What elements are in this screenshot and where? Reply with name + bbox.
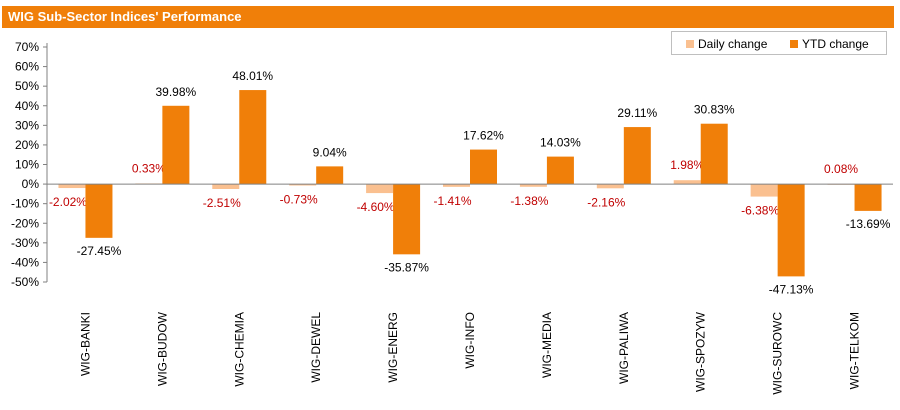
ytd-change-label: -47.13% bbox=[769, 282, 814, 296]
category-label: WIG-ENERG bbox=[386, 312, 400, 383]
y-tick-label: -30% bbox=[11, 236, 39, 250]
y-tick-label: 10% bbox=[15, 158, 39, 172]
ytd-change-bar bbox=[393, 184, 421, 255]
y-tick-label: -50% bbox=[11, 275, 39, 289]
category-label: WIG-MEDIA bbox=[540, 312, 554, 378]
daily-change-label: 0.08% bbox=[824, 162, 858, 176]
category-label: WIG-PALIWA bbox=[617, 312, 631, 384]
ytd-change-label: 48.01% bbox=[232, 69, 273, 83]
daily-change-bar bbox=[443, 184, 470, 187]
daily-change-bar bbox=[212, 184, 240, 189]
ytd-change-label: 29.11% bbox=[617, 106, 657, 120]
category-label: WIG-BANKI bbox=[78, 312, 92, 376]
y-tick-label: 30% bbox=[15, 118, 39, 132]
y-tick-label: 50% bbox=[15, 79, 39, 93]
legend-label-daily: Daily change bbox=[698, 37, 768, 51]
category-label: WIG-INFO bbox=[463, 312, 477, 369]
category-label: WIG-CHEMIA bbox=[232, 312, 246, 387]
category-label: WIG-BUDOW bbox=[155, 311, 169, 386]
category-label: WIG-SPOZYW bbox=[694, 311, 708, 392]
chart-legend: Daily change YTD change bbox=[671, 31, 887, 55]
daily-change-label: -6.38% bbox=[741, 204, 779, 218]
ytd-change-label: 39.98% bbox=[156, 85, 197, 99]
ytd-change-bar bbox=[85, 184, 113, 238]
legend-item-daily: Daily change bbox=[686, 37, 767, 51]
ytd-change-label: 17.62% bbox=[463, 129, 504, 143]
daily-change-label: -2.16% bbox=[587, 195, 625, 209]
daily-change-label: -2.51% bbox=[203, 196, 241, 210]
y-tick-label: 70% bbox=[15, 40, 39, 54]
ytd-change-bar bbox=[546, 156, 574, 185]
y-tick-label: -40% bbox=[11, 255, 39, 269]
ytd-change-bar bbox=[162, 105, 190, 185]
ytd-change-label: 30.83% bbox=[694, 103, 735, 117]
ytd-change-bar bbox=[700, 123, 728, 185]
y-tick-label: 0% bbox=[22, 177, 40, 191]
ytd-change-bar bbox=[239, 90, 267, 185]
ytd-change-bar bbox=[777, 184, 805, 277]
y-tick-label: 60% bbox=[15, 60, 39, 74]
daily-change-bar bbox=[289, 184, 317, 186]
category-label: WIG-TELKOM bbox=[848, 312, 862, 389]
category-label: WIG-SUROWC bbox=[771, 312, 785, 395]
y-tick-label: 40% bbox=[15, 99, 39, 113]
ytd-change-bar bbox=[854, 184, 882, 211]
y-tick-label: 20% bbox=[15, 138, 39, 152]
ytd-change-label: -27.45% bbox=[77, 244, 122, 258]
y-tick-label: -10% bbox=[11, 197, 39, 211]
category-label: WIG-DEWEL bbox=[309, 312, 323, 383]
daily-change-label: -1.41% bbox=[433, 194, 471, 208]
y-tick-label: -20% bbox=[11, 216, 39, 230]
daily-change-label: -2.02% bbox=[49, 195, 87, 209]
daily-change-bar bbox=[366, 184, 394, 194]
daily-change-bar bbox=[673, 180, 701, 185]
chart-title: WIG Sub-Sector Indices' Performance bbox=[8, 9, 242, 24]
daily-change-bar bbox=[519, 184, 547, 187]
ytd-change-label: 14.03% bbox=[540, 136, 581, 150]
ytd-change-bar bbox=[470, 149, 497, 185]
legend-item-ytd: YTD change bbox=[790, 37, 869, 51]
chart-title-bar: WIG Sub-Sector Indices' Performance bbox=[2, 6, 894, 28]
daily-change-bar bbox=[596, 184, 624, 189]
ytd-change-bar bbox=[316, 166, 344, 185]
ytd-change-label: 9.04% bbox=[313, 145, 347, 159]
daily-change-label: 0.33% bbox=[132, 161, 166, 175]
daily-change-label: 1.98% bbox=[670, 158, 704, 172]
daily-change-bar bbox=[750, 184, 778, 197]
daily-change-label: -4.60% bbox=[357, 200, 395, 214]
daily-change-label: -1.38% bbox=[510, 194, 548, 208]
ytd-change-bar bbox=[623, 127, 651, 185]
daily-change-bar bbox=[58, 184, 86, 189]
legend-swatch-ytd bbox=[790, 40, 798, 48]
daily-change-label: -0.73% bbox=[280, 193, 318, 207]
ytd-change-label: -13.69% bbox=[846, 217, 891, 231]
legend-swatch-daily bbox=[686, 40, 694, 48]
legend-label-ytd: YTD change bbox=[802, 37, 869, 51]
ytd-change-label: -35.87% bbox=[384, 260, 429, 274]
